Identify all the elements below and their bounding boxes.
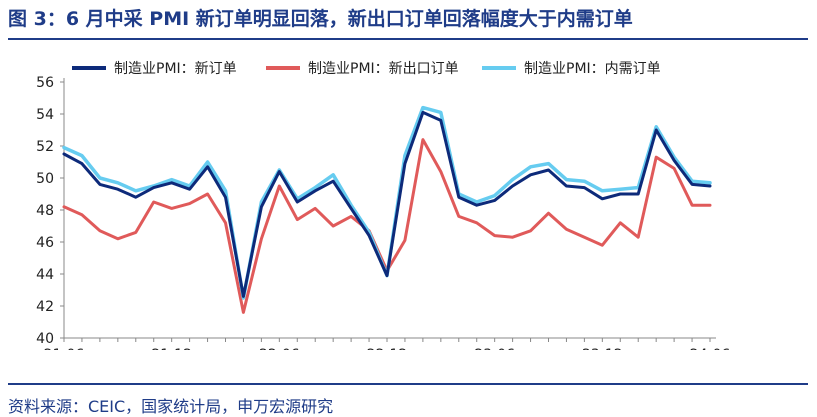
chart-axes: 40 42 44 46 48 50 52 54 56 21-06 21-12 22-06 22-12 23… <box>36 75 730 350</box>
chart-series-lines <box>62 105 712 314</box>
y-tick-label: 50 <box>36 171 54 187</box>
legend-item-3: 制造业PMI：内需订单 <box>482 61 661 77</box>
y-tick-label: 42 <box>36 299 54 315</box>
chart-legend: 制造业PMI：新订单 制造业PMI：新出口订单 制造业PMI：内需订单 <box>72 61 661 77</box>
y-tick-label: 46 <box>36 235 54 251</box>
x-tick-label: 23-12 <box>582 347 623 350</box>
source-divider <box>8 383 808 385</box>
series-line-2 <box>62 138 712 314</box>
source-note: 资料来源：CEIC，国家统计局，申万宏源研究 <box>8 397 334 416</box>
y-tick-label: 52 <box>36 139 54 155</box>
x-tick-label: 21-12 <box>151 347 192 350</box>
legend-item-2: 制造业PMI：新出口订单 <box>266 61 459 77</box>
y-tick-label: 44 <box>36 267 54 283</box>
y-tick-label: 48 <box>36 203 54 219</box>
legend-item-1: 制造业PMI：新订单 <box>72 61 237 77</box>
y-tick-label: 40 <box>36 331 54 347</box>
legend-label: 制造业PMI：内需订单 <box>524 61 661 77</box>
x-tick-label: 22-12 <box>367 347 408 350</box>
chart-title: 图 3：6 月中采 PMI 新订单明显回落，新出口订单回落幅度大于内需订单 <box>8 8 633 30</box>
x-tick-label: 22-06 <box>259 347 300 350</box>
line-chart: 40 42 44 46 48 50 52 54 56 21-06 21-12 22-06 22-12 23… <box>36 61 730 350</box>
y-tick-label: 56 <box>36 75 54 91</box>
series-line-1 <box>62 110 712 298</box>
legend-label: 制造业PMI：新出口订单 <box>308 61 459 77</box>
x-tick-label: 24-06 <box>690 347 731 350</box>
title-divider <box>8 38 808 40</box>
x-tick-label: 21-06 <box>44 347 85 350</box>
y-tick-label: 54 <box>36 107 54 123</box>
x-tick-label: 23-06 <box>474 347 515 350</box>
legend-label: 制造业PMI：新订单 <box>114 61 237 77</box>
